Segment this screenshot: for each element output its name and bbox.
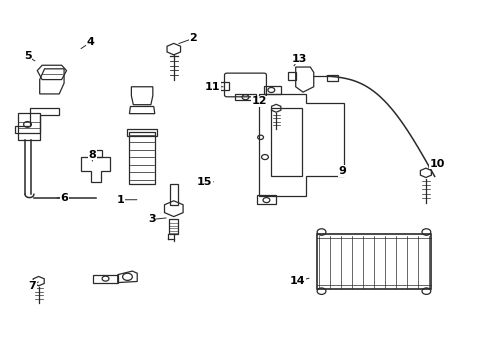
Bar — [90, 150, 102, 157]
Bar — [129, 132, 155, 184]
Text: 11: 11 — [204, 82, 220, 92]
Bar — [288, 72, 296, 80]
Text: 13: 13 — [291, 54, 306, 64]
Text: 4: 4 — [87, 37, 95, 47]
Bar — [234, 94, 256, 100]
Bar — [169, 184, 177, 205]
Text: 12: 12 — [251, 96, 266, 106]
Text: 2: 2 — [189, 33, 197, 43]
Bar — [264, 86, 281, 94]
Bar — [18, 113, 40, 140]
Bar — [127, 130, 157, 136]
Text: 7: 7 — [28, 281, 36, 291]
Bar — [316, 234, 430, 289]
Text: 9: 9 — [337, 166, 345, 176]
Bar — [93, 275, 118, 283]
Text: 5: 5 — [23, 51, 31, 61]
Text: 8: 8 — [88, 150, 96, 160]
Text: 1: 1 — [116, 195, 124, 205]
Text: 3: 3 — [148, 215, 155, 224]
Bar — [256, 195, 276, 204]
Bar — [169, 220, 178, 234]
Text: 6: 6 — [60, 193, 68, 203]
Bar — [327, 75, 337, 81]
Text: 14: 14 — [289, 276, 305, 286]
Text: 10: 10 — [428, 159, 444, 169]
Text: 15: 15 — [197, 177, 212, 187]
Bar — [220, 82, 228, 90]
